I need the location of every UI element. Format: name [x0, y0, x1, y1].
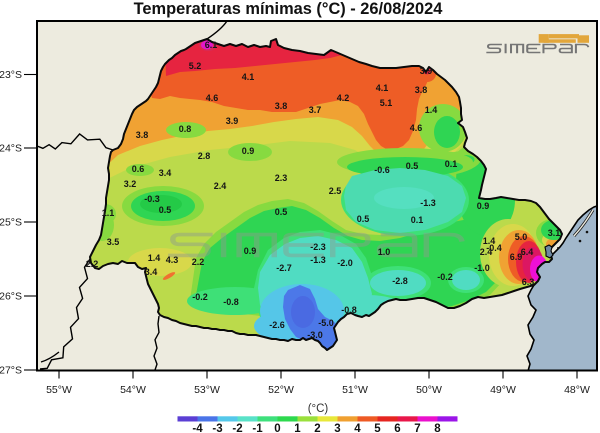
svg-text:-2.8: -2.8 — [392, 276, 408, 286]
svg-text:4: 4 — [354, 423, 361, 433]
svg-text:-1: -1 — [252, 423, 263, 433]
svg-text:-1.3: -1.3 — [420, 198, 436, 208]
svg-text:2.8: 2.8 — [198, 151, 211, 161]
svg-text:-3.0: -3.0 — [307, 330, 323, 340]
svg-text:4.1: 4.1 — [376, 83, 389, 93]
svg-text:0.9: 0.9 — [244, 246, 257, 256]
svg-text:-0.3: -0.3 — [144, 194, 160, 204]
svg-text:3.8: 3.8 — [415, 85, 428, 95]
svg-text:5.0: 5.0 — [515, 232, 528, 242]
svg-text:6: 6 — [394, 423, 400, 433]
svg-text:53°W: 53°W — [194, 384, 220, 396]
svg-text:3.9: 3.9 — [420, 66, 433, 76]
svg-text:51°W: 51°W — [342, 384, 368, 396]
svg-text:-0.2: -0.2 — [192, 292, 208, 302]
svg-text:2.5: 2.5 — [329, 186, 342, 196]
svg-text:4.6: 4.6 — [410, 123, 423, 133]
svg-text:0.5: 0.5 — [357, 214, 370, 224]
svg-text:-1.0: -1.0 — [474, 263, 490, 273]
svg-text:-0.2: -0.2 — [437, 272, 453, 282]
svg-text:0: 0 — [274, 423, 280, 433]
svg-text:2: 2 — [314, 423, 320, 433]
svg-text:-2.7: -2.7 — [276, 263, 292, 273]
svg-text:Temperaturas mínimas (°C) - 26: Temperaturas mínimas (°C) - 26/08/2024 — [134, 0, 444, 18]
svg-text:(°C): (°C) — [308, 403, 329, 415]
svg-text:3.4: 3.4 — [145, 267, 158, 277]
svg-text:0.5: 0.5 — [275, 207, 288, 217]
svg-text:3.8: 3.8 — [275, 101, 288, 111]
svg-text:48°W: 48°W — [564, 384, 590, 396]
svg-text:50°W: 50°W — [416, 384, 442, 396]
svg-text:5.1: 5.1 — [380, 98, 393, 108]
svg-text:3.5: 3.5 — [107, 237, 120, 247]
svg-text:0.9: 0.9 — [477, 201, 490, 211]
svg-text:0.1: 0.1 — [411, 215, 424, 225]
svg-text:3.8: 3.8 — [136, 130, 149, 140]
svg-text:26°S: 26°S — [0, 291, 22, 303]
svg-text:3.7: 3.7 — [309, 105, 322, 115]
svg-text:5.2: 5.2 — [189, 61, 202, 71]
svg-text:2.4: 2.4 — [214, 181, 227, 191]
svg-text:24°S: 24°S — [0, 143, 22, 155]
svg-text:49°W: 49°W — [490, 384, 516, 396]
svg-text:2.4: 2.4 — [480, 247, 493, 257]
svg-text:0.1: 0.1 — [445, 159, 458, 169]
svg-text:1.4: 1.4 — [483, 236, 496, 246]
svg-text:-4: -4 — [192, 423, 203, 433]
svg-text:4.3: 4.3 — [166, 255, 179, 265]
svg-text:-2.6: -2.6 — [269, 320, 285, 330]
svg-text:6.4: 6.4 — [521, 247, 534, 257]
svg-text:55°W: 55°W — [46, 384, 72, 396]
svg-text:0.8: 0.8 — [179, 124, 192, 134]
svg-text:54°W: 54°W — [120, 384, 146, 396]
svg-text:6.3: 6.3 — [522, 277, 535, 287]
svg-text:3.2: 3.2 — [124, 179, 137, 189]
svg-text:3.1: 3.1 — [548, 228, 561, 238]
svg-text:5: 5 — [374, 423, 381, 433]
svg-text:52°W: 52°W — [268, 384, 294, 396]
svg-text:7: 7 — [414, 423, 420, 433]
svg-text:0.5: 0.5 — [406, 161, 419, 171]
svg-text:4.6: 4.6 — [206, 93, 219, 103]
svg-text:1.4: 1.4 — [148, 253, 161, 263]
svg-text:25°S: 25°S — [0, 217, 22, 229]
svg-text:6.9: 6.9 — [510, 252, 523, 262]
svg-text:1.0: 1.0 — [378, 247, 391, 257]
svg-text:6.1: 6.1 — [205, 40, 218, 50]
svg-text:-2: -2 — [232, 423, 242, 433]
svg-text:0.6: 0.6 — [132, 164, 145, 174]
svg-text:27°S: 27°S — [0, 365, 22, 377]
svg-text:-3: -3 — [212, 423, 222, 433]
svg-text:2.2: 2.2 — [86, 259, 99, 269]
svg-text:0.5: 0.5 — [159, 205, 172, 215]
svg-text:-5.0: -5.0 — [318, 318, 334, 328]
svg-text:1.4: 1.4 — [425, 105, 438, 115]
svg-text:3.4: 3.4 — [159, 168, 172, 178]
svg-text:-2.3: -2.3 — [310, 242, 326, 252]
svg-text:4.2: 4.2 — [337, 93, 350, 103]
svg-text:2.2: 2.2 — [192, 257, 205, 267]
svg-text:-0.4: -0.4 — [486, 243, 502, 253]
svg-text:0.9: 0.9 — [242, 146, 255, 156]
svg-text:1: 1 — [294, 423, 301, 433]
svg-text:1.1: 1.1 — [102, 208, 115, 218]
svg-text:3: 3 — [334, 423, 340, 433]
svg-text:-1.3: -1.3 — [310, 255, 326, 265]
svg-text:-0.6: -0.6 — [374, 165, 390, 175]
svg-text:4.1: 4.1 — [242, 72, 255, 82]
svg-text:-2.0: -2.0 — [337, 258, 353, 268]
svg-text:8: 8 — [434, 423, 441, 433]
svg-text:23°S: 23°S — [0, 69, 22, 81]
svg-text:-0.8: -0.8 — [223, 297, 239, 307]
svg-text:3.9: 3.9 — [226, 116, 239, 126]
svg-text:2.3: 2.3 — [275, 173, 288, 183]
svg-text:-0.8: -0.8 — [341, 305, 357, 315]
